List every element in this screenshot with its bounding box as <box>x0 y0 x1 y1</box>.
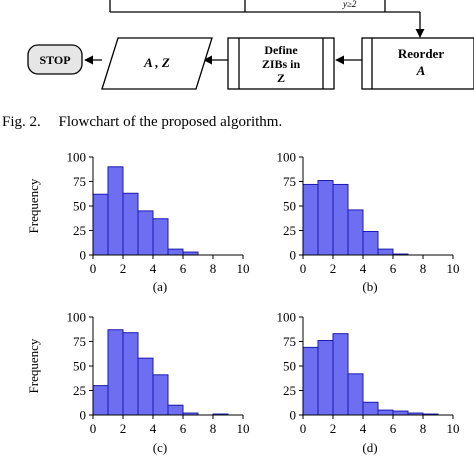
figure-caption-text: Flowchart of the proposed algorithm. <box>59 114 283 130</box>
subfigure-caption: (d) <box>362 440 377 455</box>
x-tick-label: 4 <box>150 421 157 436</box>
histogram-panel-c: 0 25 50 75 100 0 2 4 6 8 10 Frequency (c) <box>26 310 250 456</box>
y-tick-label: 50 <box>73 359 86 374</box>
histogram-bar <box>137 210 154 256</box>
x-tick-label: 10 <box>447 421 460 436</box>
y-tick-label: 75 <box>283 174 296 189</box>
define-label-3: Z <box>277 71 285 85</box>
x-tick-label: 0 <box>300 421 307 436</box>
y-tick-label: 100 <box>277 310 297 325</box>
stop-terminal: STOP <box>27 44 83 75</box>
histogram-bar <box>122 192 139 256</box>
x-tick-label: 2 <box>120 261 127 276</box>
figure-caption-label: Fig. 2. <box>2 114 41 130</box>
histogram-bar <box>107 329 124 416</box>
x-tick-label: 2 <box>330 421 337 436</box>
y-tick-label: 25 <box>283 223 296 238</box>
subfigure-caption: (b) <box>362 279 377 294</box>
histogram-bar <box>92 385 109 416</box>
define-label-1: Define <box>264 43 298 57</box>
histogram-bar <box>122 332 139 416</box>
y-tick-label: 25 <box>283 383 296 398</box>
histogram-panel-b: 0 25 50 75 100 0 2 4 6 8 10 (b) <box>277 150 460 295</box>
histogram-bar <box>332 333 349 416</box>
x-tick-label: 0 <box>300 261 307 276</box>
y-tick-label: 0 <box>80 408 87 423</box>
histogram-bar <box>362 401 379 416</box>
reorder-label-2: A <box>416 63 426 78</box>
y-tick-label: 50 <box>283 199 296 214</box>
stop-label: STOP <box>39 53 70 67</box>
histogram-bar <box>377 409 394 416</box>
histogram-bar <box>152 374 169 416</box>
output-io-block: A , Z <box>101 37 213 90</box>
x-tick-label: 2 <box>330 261 337 276</box>
histogram-bar <box>302 183 319 256</box>
histogram-bar <box>362 230 379 256</box>
flowchart: y≥2 Reorder A Define ZIBs in Z A , Z <box>27 0 474 90</box>
histogram-bar <box>377 248 394 256</box>
y-tick-label: 25 <box>73 223 86 238</box>
y-tick-label: 75 <box>73 174 86 189</box>
y-tick-label: 50 <box>283 359 296 374</box>
y-axis-label: Frequency <box>26 178 41 233</box>
x-tick-label: 8 <box>420 421 427 436</box>
histogram-bar <box>392 410 409 416</box>
x-tick-label: 4 <box>360 261 367 276</box>
y-tick-label: 25 <box>73 383 86 398</box>
y-axis-label: Frequency <box>26 338 41 393</box>
histogram-bar <box>302 346 319 416</box>
x-tick-label: 8 <box>210 261 217 276</box>
y-tick-label: 100 <box>277 150 297 165</box>
x-tick-label: 8 <box>210 421 217 436</box>
x-tick-label: 6 <box>180 261 187 276</box>
y-tick-label: 75 <box>73 334 86 349</box>
x-tick-label: 8 <box>420 261 427 276</box>
histogram-bar <box>137 357 154 416</box>
x-tick-label: 10 <box>447 261 460 276</box>
x-tick-label: 10 <box>237 261 250 276</box>
y-tick-label: 0 <box>290 248 297 263</box>
histogram-bar <box>317 340 334 416</box>
x-tick-label: 0 <box>90 421 97 436</box>
define-label-2: ZIBs in <box>262 57 301 71</box>
y-tick-label: 0 <box>290 408 297 423</box>
y-tick-label: 50 <box>73 199 86 214</box>
x-tick-label: 6 <box>390 261 397 276</box>
y-tick-label: 75 <box>283 334 296 349</box>
top-edge-label: y≥2 <box>342 0 357 9</box>
histogram-bar <box>347 373 364 416</box>
y-tick-label: 100 <box>67 310 87 325</box>
x-tick-label: 0 <box>90 261 97 276</box>
x-tick-label: 10 <box>237 421 250 436</box>
histogram-bar <box>332 183 349 256</box>
histogram-panel-a: 0 25 50 75 100 0 2 4 6 8 10 Frequency (a) <box>26 150 250 295</box>
histogram-bar <box>317 180 334 256</box>
y-tick-label: 0 <box>80 248 87 263</box>
histogram-bar <box>92 193 109 256</box>
x-tick-label: 4 <box>360 421 367 436</box>
x-tick-label: 6 <box>390 421 397 436</box>
reorder-label-1: Reorder <box>398 46 444 61</box>
histogram-bar <box>107 166 124 256</box>
histogram-bar <box>347 209 364 256</box>
x-tick-label: 4 <box>150 261 157 276</box>
io-label: A , Z <box>143 55 170 70</box>
define-zibs-block: Define ZIBs in Z <box>227 37 335 90</box>
histogram-bar <box>167 248 184 256</box>
subfigure-caption: (c) <box>153 440 167 455</box>
x-tick-label: 2 <box>120 421 127 436</box>
histogram-bar <box>167 404 184 416</box>
x-tick-label: 6 <box>180 421 187 436</box>
histogram-panel-d: 0 25 50 75 100 0 2 4 6 8 10 (d) <box>277 310 460 456</box>
figure-caption: Fig. 2. Flowchart of the proposed algori… <box>2 114 282 130</box>
histogram-bar <box>152 218 169 256</box>
reorder-block: Reorder A <box>361 37 474 90</box>
y-tick-label: 100 <box>67 150 87 165</box>
subfigure-caption: (a) <box>153 279 167 294</box>
